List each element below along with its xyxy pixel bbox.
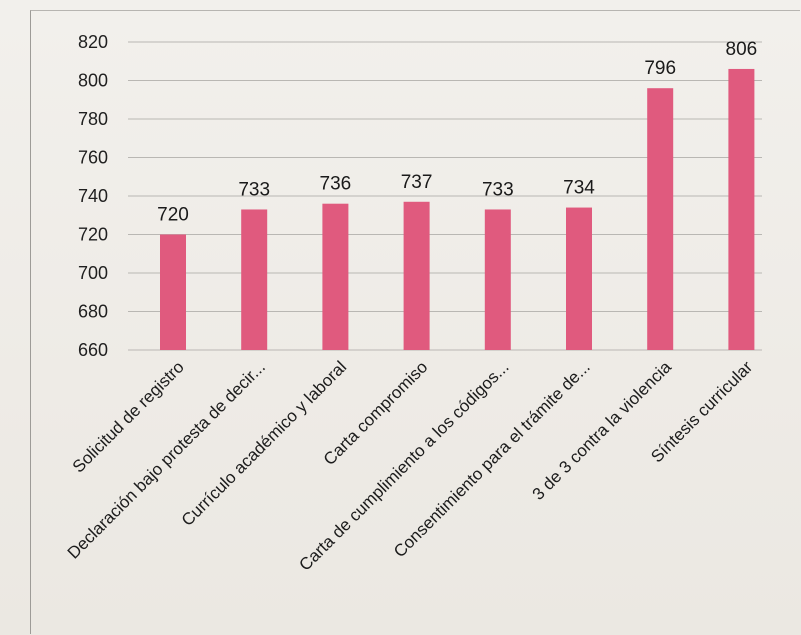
bars xyxy=(160,68,755,350)
data-label: 796 xyxy=(644,58,676,79)
bar xyxy=(160,234,186,350)
data-label: 734 xyxy=(563,178,595,199)
y-tick-label: 740 xyxy=(78,186,108,206)
y-tick-label: 800 xyxy=(78,71,108,91)
y-tick-label: 820 xyxy=(78,32,108,52)
y-axis-ticks: 660 680 700 720 740 760 780 800 820 xyxy=(78,32,108,360)
y-tick-label: 700 xyxy=(78,263,108,283)
bar xyxy=(241,209,268,350)
y-tick-label: 780 xyxy=(78,109,108,129)
data-labels: 720 733 736 737 733 734 796 806 xyxy=(157,39,757,226)
chart-frame xyxy=(30,10,800,634)
bar xyxy=(403,201,430,350)
data-label: 733 xyxy=(238,179,270,200)
data-label: 806 xyxy=(726,39,758,60)
bar xyxy=(647,88,674,350)
x-category-label: Currículo académico y laboral xyxy=(178,357,350,529)
bar xyxy=(566,207,592,350)
y-tick-label: 680 xyxy=(78,302,108,322)
y-tick-label: 760 xyxy=(78,148,108,168)
bar xyxy=(728,68,755,350)
y-tick-label: 660 xyxy=(78,340,108,360)
data-label: 736 xyxy=(320,174,352,195)
data-label: 737 xyxy=(401,172,433,193)
x-category-label: 3 de 3 contra la violencia xyxy=(529,357,676,504)
data-label: 733 xyxy=(482,179,514,200)
bar xyxy=(322,203,349,350)
bar xyxy=(484,209,511,350)
y-tick-label: 720 xyxy=(78,225,108,245)
data-label: 720 xyxy=(157,205,189,226)
